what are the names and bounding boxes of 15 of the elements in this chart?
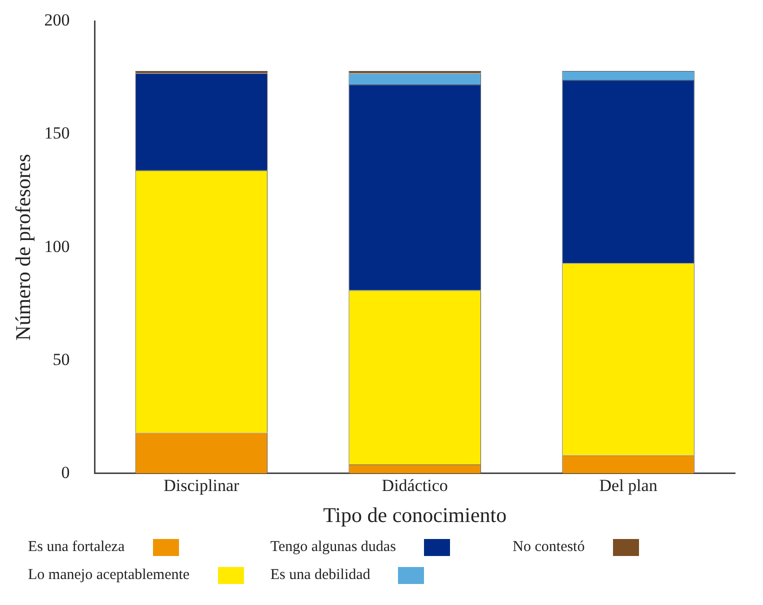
y-tick-label: 150 (44, 124, 70, 143)
y-tick-label: 50 (52, 350, 70, 369)
legend-label: Es una fortaleza (28, 538, 125, 556)
x-tick-label: Disciplinar (164, 476, 240, 496)
legend-label: Es una debilidad (270, 566, 370, 584)
y-tick-label: 0 (61, 462, 70, 482)
legend-label: Lo manejo aceptablemente (28, 566, 190, 584)
y-axis-title: Número de profesores (11, 154, 36, 341)
y-tick-label: 200 (44, 10, 70, 30)
legend-label: No contestó (512, 538, 585, 556)
y-tick-label: 100 (44, 236, 70, 256)
legend-label: Tengo algunas dudas (270, 538, 396, 556)
x-axis-title: Tipo de conocimiento (323, 502, 507, 527)
x-tick-label: Del plan (599, 476, 658, 496)
x-tick-label: Didáctico (382, 476, 448, 496)
